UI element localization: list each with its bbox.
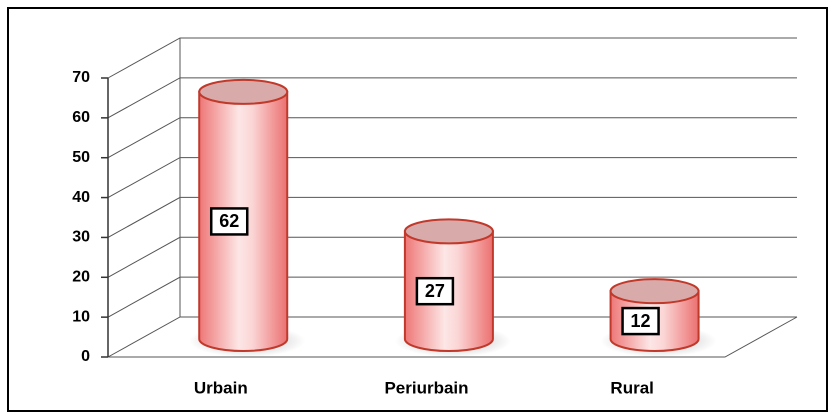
grid-line — [107, 196, 797, 238]
grid-line — [107, 276, 797, 318]
cylinder-top — [609, 278, 700, 305]
value-label: 27 — [425, 281, 445, 301]
y-tick-label: 50 — [72, 149, 90, 166]
cylinder: 27 — [394, 218, 511, 357]
value-label-box — [621, 306, 660, 336]
value-label-box — [209, 207, 249, 236]
cylinder-top — [403, 218, 494, 245]
y-tick-label: 70 — [72, 69, 90, 86]
value-label: 62 — [219, 211, 239, 231]
x-tick-label: Periurbain — [384, 378, 468, 397]
grid-line — [107, 117, 797, 159]
y-tick-label: 40 — [72, 189, 90, 206]
x-tick-label: Urbain — [194, 378, 248, 397]
grid-line — [107, 157, 797, 199]
grid-line — [107, 77, 797, 119]
grid-line — [107, 316, 797, 358]
cylinder-top — [198, 78, 289, 105]
grid-line — [107, 236, 797, 278]
value-label: 12 — [631, 311, 651, 331]
cylinder: 62 — [189, 78, 306, 357]
y-tick-label: 60 — [72, 109, 90, 126]
floor — [108, 316, 798, 358]
grid-line — [107, 37, 797, 79]
value-label-box — [415, 276, 455, 306]
y-tick-label: 20 — [72, 269, 90, 286]
y-tick-label: 10 — [72, 308, 90, 325]
x-tick-label: Rural — [610, 378, 653, 397]
y-tick-label: 0 — [81, 348, 90, 365]
cylinder: 12 — [600, 278, 717, 357]
y-tick-label: 30 — [72, 229, 90, 246]
